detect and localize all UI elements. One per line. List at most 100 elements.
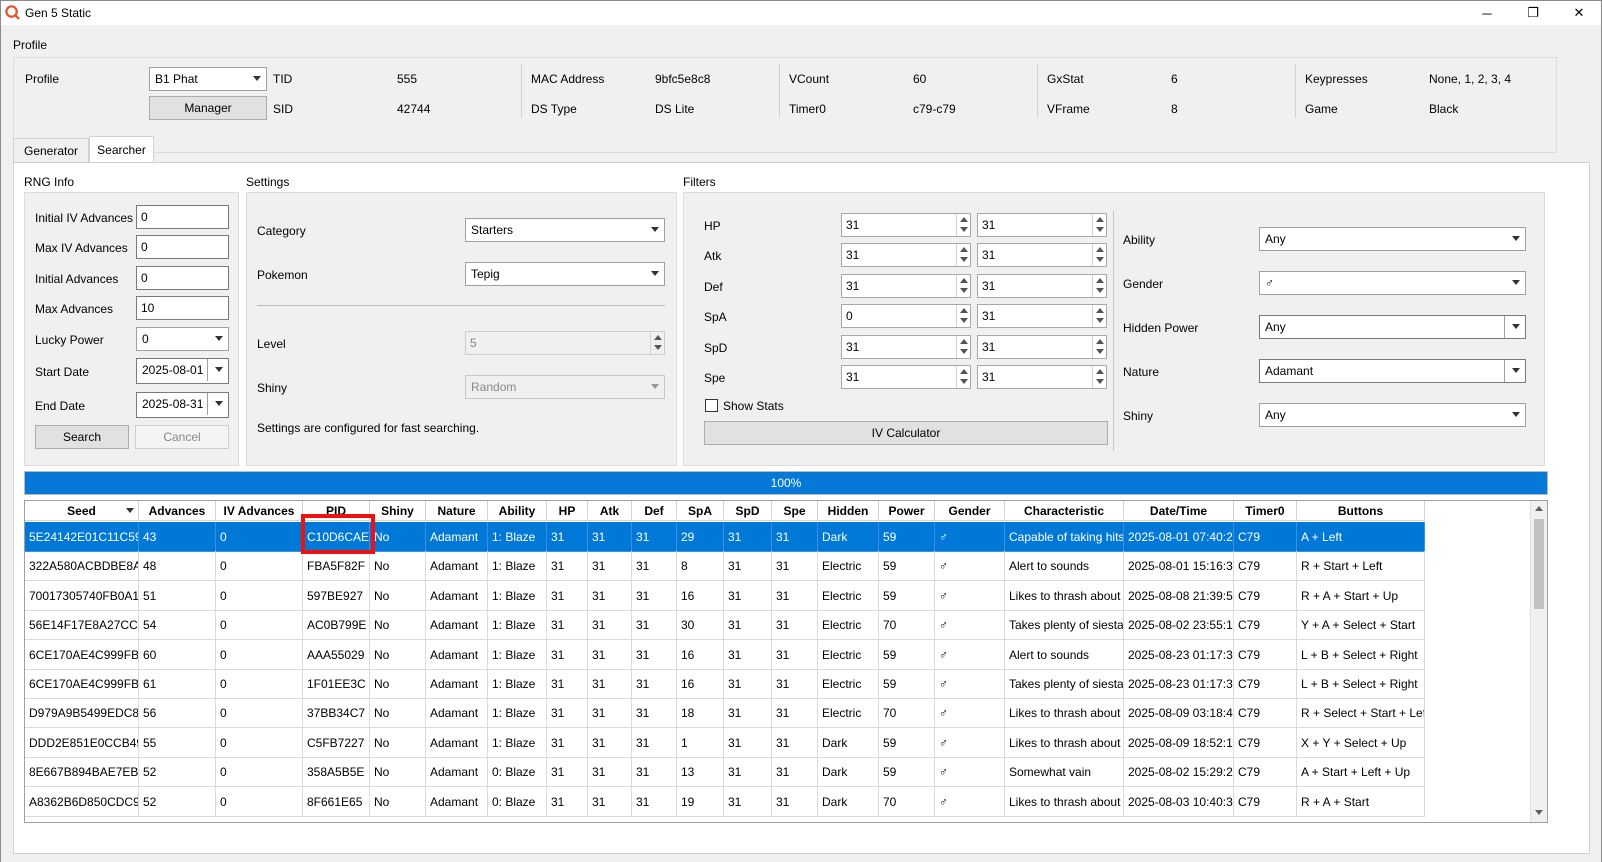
column-header-hp[interactable]: HP xyxy=(547,501,588,521)
cell-datetime: 2025-08-23 01:17:32 xyxy=(1124,669,1234,699)
table-row[interactable]: A8362B6D850CDC95 52 0 8F661E65 No Adamant 0: B… xyxy=(25,786,1425,817)
cell-atk: 31 xyxy=(588,757,632,788)
column-header-def[interactable]: Def xyxy=(632,501,677,521)
spa-max-spinbox[interactable]: 31 xyxy=(977,304,1107,328)
initial-iv-input[interactable]: 0 xyxy=(136,205,229,229)
nature-select[interactable]: Adamant xyxy=(1259,359,1526,383)
table-row[interactable]: 8E667B894BAE7EB6 52 0 358A5B5E No Adamant 0: B… xyxy=(25,757,1425,788)
tab-generator[interactable]: Generator xyxy=(13,138,89,163)
end-date-picker[interactable]: 2025-08-31 xyxy=(136,392,229,418)
level-spinbox[interactable]: 5 xyxy=(465,331,665,355)
vertical-scrollbar[interactable] xyxy=(1530,501,1547,822)
column-header-hidden[interactable]: Hidden xyxy=(818,501,879,521)
table-row[interactable]: 56E14F17E8A27CC4 54 0 AC0B799E No Adamant 1: B… xyxy=(25,610,1425,641)
cell-shiny: No xyxy=(370,727,426,758)
column-header-seed[interactable]: Seed xyxy=(25,501,139,521)
category-select[interactable]: Starters xyxy=(465,218,665,242)
cell-power: 70 xyxy=(879,786,935,817)
search-button[interactable]: Search xyxy=(35,425,129,449)
cell-seed: 322A580ACBDBE8A4 xyxy=(25,551,139,582)
column-header-spd[interactable]: SpD xyxy=(724,501,772,521)
scroll-down-icon[interactable] xyxy=(1535,810,1543,815)
column-header-nature[interactable]: Nature xyxy=(426,501,488,521)
column-header-characteristic[interactable]: Characteristic xyxy=(1005,501,1124,521)
atk-max-spinbox[interactable]: 31 xyxy=(977,243,1107,267)
hp-max-spinbox[interactable]: 31 xyxy=(977,213,1107,237)
column-header-power[interactable]: Power xyxy=(879,501,935,521)
progress-text: 100% xyxy=(770,476,802,490)
column-header-spa[interactable]: SpA xyxy=(677,501,724,521)
cell-gender: ♂ xyxy=(935,727,1005,758)
table-row[interactable]: 6CE170AE4C999FBE 60 0 AAA55029 No Adamant 1: B… xyxy=(25,639,1425,670)
column-header-buttons[interactable]: Buttons xyxy=(1297,501,1425,521)
column-header-timer0[interactable]: Timer0 xyxy=(1234,501,1297,521)
scroll-up-icon[interactable] xyxy=(1535,506,1543,511)
highlight-annotation-box xyxy=(301,514,375,554)
def-max-spinbox[interactable]: 31 xyxy=(977,274,1107,298)
arrow-down-icon xyxy=(960,227,968,232)
cell-power: 59 xyxy=(879,639,935,670)
cell-hp: 31 xyxy=(547,698,588,729)
spe-min-spinbox[interactable]: 31 xyxy=(841,365,971,389)
max-advances-input[interactable]: 10 xyxy=(136,296,229,320)
divider xyxy=(1295,64,1296,118)
tab-searcher[interactable]: Searcher xyxy=(89,136,154,163)
column-header-ability[interactable]: Ability xyxy=(488,501,547,521)
column-header-gender[interactable]: Gender xyxy=(935,501,1005,521)
cell-hp: 31 xyxy=(547,727,588,758)
shiny-select[interactable]: Random xyxy=(465,375,665,399)
cell-seed: A8362B6D850CDC95 xyxy=(25,786,139,817)
keypresses-value: None, 1, 2, 3, 4 xyxy=(1429,72,1512,86)
manager-button[interactable]: Manager xyxy=(149,96,267,120)
shiny-filter-select[interactable]: Any xyxy=(1259,403,1526,427)
progress-bar: 100% xyxy=(24,471,1548,495)
column-header-atk[interactable]: Atk xyxy=(588,501,632,521)
table-row[interactable]: 322A580ACBDBE8A4 48 0 FBA5F82F No Adamant 1: B… xyxy=(25,551,1425,582)
cell-ability: 1: Blaze xyxy=(488,610,547,641)
ability-select[interactable]: Any xyxy=(1259,227,1526,251)
spd-min-spinbox[interactable]: 31 xyxy=(841,335,971,359)
table-row[interactable]: 6CE170AE4C999FBE 61 0 1F01EE3C No Adamant 1: B… xyxy=(25,669,1425,699)
cell-hidden: Electric xyxy=(818,580,879,611)
gender-select[interactable]: ♂ xyxy=(1259,271,1526,295)
shiny-filter-value: Any xyxy=(1265,408,1286,422)
atk-min-spinbox[interactable]: 31 xyxy=(841,243,971,267)
column-header-shiny[interactable]: Shiny xyxy=(370,501,426,521)
cancel-button[interactable]: Cancel xyxy=(135,425,229,449)
profile-select[interactable]: B1 Phat xyxy=(149,67,267,91)
table-row[interactable]: D979A9B5499EDC89 56 0 37BB34C7 No Adamant 1: B… xyxy=(25,698,1425,729)
spe-max-spinbox[interactable]: 31 xyxy=(977,365,1107,389)
max-iv-input[interactable]: 0 xyxy=(136,235,229,259)
initial-advances-input[interactable]: 0 xyxy=(136,266,229,290)
hidden-power-select[interactable]: Any xyxy=(1259,315,1526,339)
column-header-advances[interactable]: Advances xyxy=(139,501,216,521)
app-logo-icon xyxy=(5,5,20,20)
scrollbar-thumb[interactable] xyxy=(1534,519,1544,609)
hp-min-spinbox[interactable]: 31 xyxy=(841,213,971,237)
table-row[interactable]: 70017305740FB0A1 51 0 597BE927 No Adamant 1: B… xyxy=(25,580,1425,611)
show-stats-checkbox[interactable] xyxy=(705,399,718,412)
pokemon-select[interactable]: Tepig xyxy=(465,262,665,286)
spa-min-spinbox[interactable]: 0 xyxy=(841,304,971,328)
cell-nature: Adamant xyxy=(426,786,488,817)
table-row[interactable]: 5E24142E01C11C59 43 0 C10D6CAE No Adamant 1: B… xyxy=(25,522,1425,552)
minimize-button[interactable]: ─ xyxy=(1482,5,1492,21)
results-table[interactable]: Seed Advances IV Advances PID Shiny Nature Abi… xyxy=(24,500,1548,823)
profile-select-value: B1 Phat xyxy=(155,72,198,86)
column-header-spe[interactable]: Spe xyxy=(772,501,818,521)
spd-max-spinbox[interactable]: 31 xyxy=(977,335,1107,359)
column-header-iv-advances[interactable]: IV Advances xyxy=(216,501,303,521)
start-date-picker[interactable]: 2025-08-01 xyxy=(136,358,229,384)
table-row[interactable]: DDD2E851E0CCB49E 55 0 C5FB7227 No Adamant 1: B… xyxy=(25,727,1425,758)
lucky-power-select[interactable]: 0 xyxy=(136,327,229,351)
vcount-label: VCount xyxy=(789,72,830,86)
def-min-spinbox[interactable]: 31 xyxy=(841,274,971,298)
maximize-button[interactable]: ❐ xyxy=(1527,5,1539,20)
cell-spa: 1 xyxy=(677,727,724,758)
filters-group: HP 31 31 Atk 31 31 Def 31 31 SpA 0 31 Sp… xyxy=(683,192,1545,466)
close-button[interactable]: ✕ xyxy=(1573,5,1585,20)
column-header-datetime[interactable]: Date/Time xyxy=(1124,501,1234,521)
cell-spd: 31 xyxy=(724,727,772,758)
cell-datetime: 2025-08-02 23:55:19 xyxy=(1124,610,1234,641)
iv-calculator-button[interactable]: IV Calculator xyxy=(704,421,1108,445)
